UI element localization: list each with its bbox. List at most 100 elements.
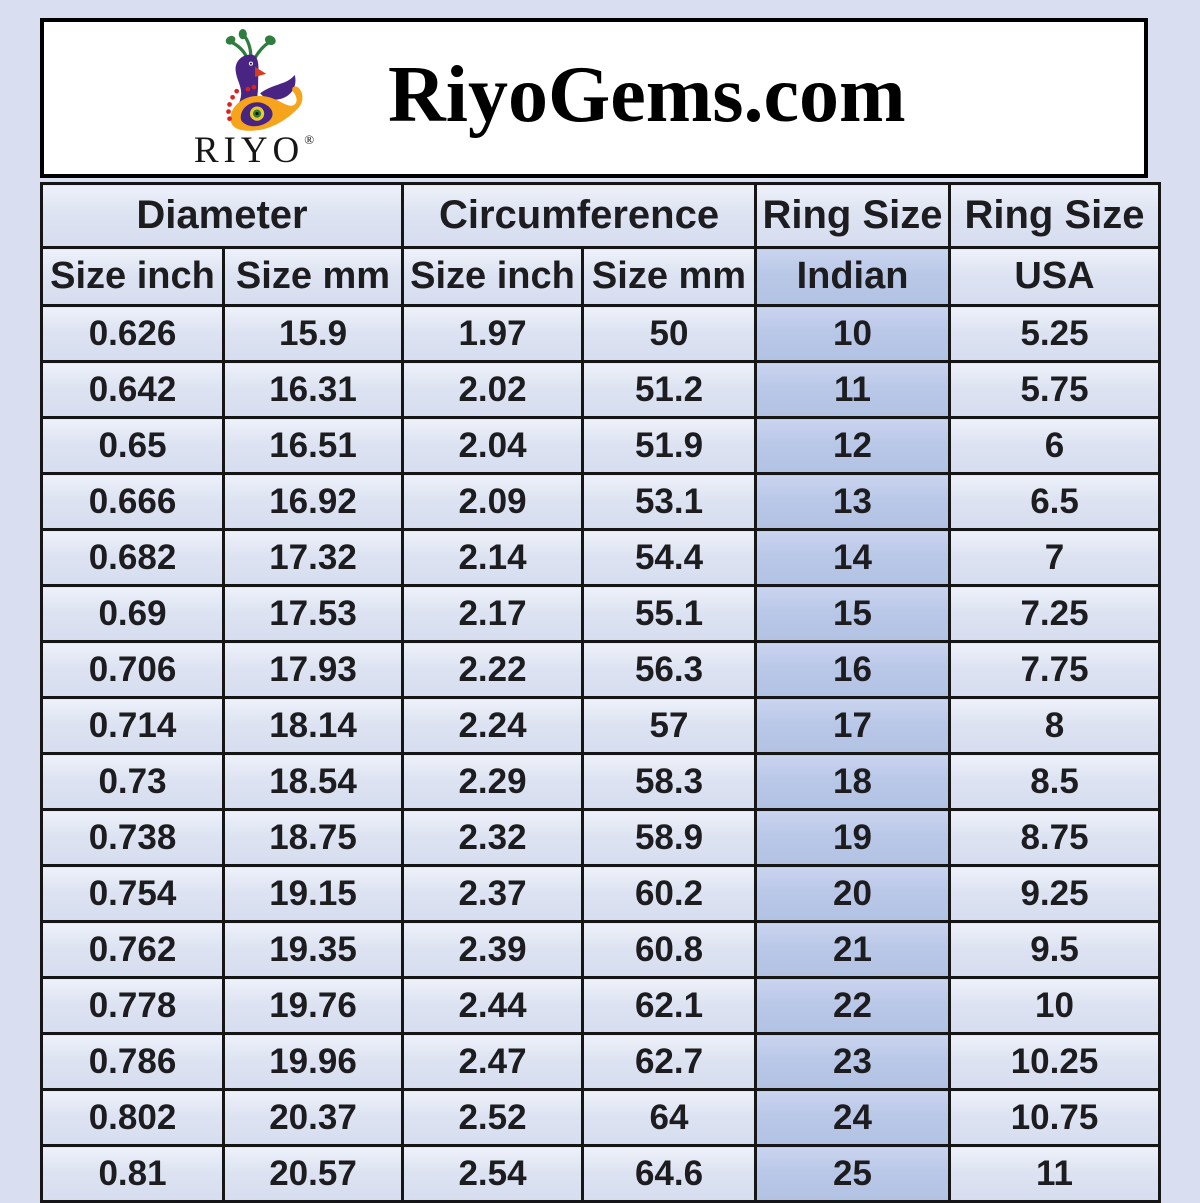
group-header-cell: Diameter — [39, 182, 405, 249]
data-cell: 2.52 — [401, 1088, 585, 1147]
data-cell: 6 — [948, 416, 1162, 475]
data-cell: 53.1 — [581, 472, 758, 531]
table-row: 0.714 18.14 2.24 57 17 8 — [40, 696, 1162, 755]
data-cell: 2.17 — [401, 584, 585, 643]
data-cell: 0.786 — [40, 1032, 225, 1091]
table-row: 0.65 16.51 2.04 51.9 12 6 — [40, 416, 1162, 475]
table-row: 0.762 19.35 2.39 60.8 21 9.5 — [40, 920, 1162, 979]
data-cell: 58.3 — [581, 752, 758, 811]
table-row: 0.682 17.32 2.14 54.4 14 7 — [40, 528, 1162, 587]
data-cell: 0.802 — [40, 1088, 225, 1147]
logo-brand-text: RIYO — [193, 129, 305, 171]
site-title: RiyoGems.com — [388, 50, 906, 139]
data-cell: 60.2 — [581, 864, 758, 923]
data-cell: 10 — [754, 304, 952, 363]
data-cell: 11 — [754, 360, 952, 419]
data-cell: 10.25 — [948, 1032, 1162, 1091]
data-cell: 0.626 — [40, 304, 225, 363]
data-cell: 62.1 — [581, 976, 758, 1035]
data-cell: 16 — [754, 640, 952, 699]
data-cell: 5.25 — [948, 304, 1162, 363]
header-banner: RIYO ® RiyoGems.com — [40, 18, 1148, 178]
data-cell: 0.682 — [40, 528, 225, 587]
data-cell: 15.9 — [221, 304, 405, 363]
table-row: 0.706 17.93 2.22 56.3 16 7.75 — [40, 640, 1162, 699]
data-cell: 17 — [754, 696, 952, 755]
data-cell: 14 — [754, 528, 952, 587]
table-row: 0.786 19.96 2.47 62.7 23 10.25 — [40, 1032, 1162, 1091]
group-header-cell: Ring Size — [948, 182, 1162, 249]
sub-header-cell: Size mm — [581, 246, 758, 307]
data-cell: 17.53 — [221, 584, 405, 643]
data-cell: 19.15 — [221, 864, 405, 923]
table-row: 0.626 15.9 1.97 50 10 5.25 — [40, 304, 1162, 363]
data-cell: 0.65 — [40, 416, 225, 475]
data-cell: 12 — [754, 416, 952, 475]
riyo-logo: RIYO ® — [154, 28, 354, 169]
data-cell: 7.25 — [948, 584, 1162, 643]
data-cell: 7.75 — [948, 640, 1162, 699]
data-cell: 24 — [754, 1088, 952, 1147]
data-cell: 18.54 — [221, 752, 405, 811]
data-cell: 2.24 — [401, 696, 585, 755]
sub-header-cell: Indian — [754, 246, 952, 307]
data-cell: 17.93 — [221, 640, 405, 699]
data-cell: 0.69 — [40, 584, 225, 643]
data-cell: 8.5 — [948, 752, 1162, 811]
data-cell: 7 — [948, 528, 1162, 587]
data-cell: 19 — [754, 808, 952, 867]
table-row: 0.754 19.15 2.37 60.2 20 9.25 — [40, 864, 1162, 923]
ring-size-table: Diameter Circumference Ring Size Ring Size S… — [39, 182, 1162, 1203]
data-cell: 64 — [581, 1088, 758, 1147]
sub-header-cell: Size inch — [40, 246, 225, 307]
data-cell: 2.32 — [401, 808, 585, 867]
data-cell: 0.754 — [40, 864, 225, 923]
peacock-icon — [225, 28, 303, 131]
data-cell: 60.8 — [581, 920, 758, 979]
data-cell: 20.37 — [221, 1088, 405, 1147]
data-cell: 2.02 — [401, 360, 585, 419]
data-cell: 18.75 — [221, 808, 405, 867]
data-cell: 21 — [754, 920, 952, 979]
table-header: Diameter Circumference Ring Size Ring Size S… — [39, 182, 1162, 307]
data-cell: 0.73 — [40, 752, 225, 811]
sub-header-cell: Size mm — [221, 246, 405, 307]
data-cell: 19.35 — [221, 920, 405, 979]
data-cell: 13 — [754, 472, 952, 531]
table-row: 0.802 20.37 2.52 64 24 10.75 — [40, 1088, 1162, 1147]
table-row: 0.73 18.54 2.29 58.3 18 8.5 — [40, 752, 1162, 811]
table-row: 0.666 16.92 2.09 53.1 13 6.5 — [40, 472, 1162, 531]
data-cell: 19.96 — [221, 1032, 405, 1091]
data-cell: 2.14 — [401, 528, 585, 587]
data-cell: 0.666 — [40, 472, 225, 531]
data-cell: 0.81 — [40, 1144, 225, 1203]
data-cell: 16.31 — [221, 360, 405, 419]
data-cell: 0.714 — [40, 696, 225, 755]
group-header-cell: Ring Size — [754, 182, 952, 249]
table-body: 0.626 15.9 1.97 50 10 5.25 0.642 16.31 2.02 51.2 1… — [40, 304, 1162, 1203]
data-cell: 0.642 — [40, 360, 225, 419]
data-cell: 51.9 — [581, 416, 758, 475]
data-cell: 2.44 — [401, 976, 585, 1035]
data-cell: 23 — [754, 1032, 952, 1091]
data-cell: 22 — [754, 976, 952, 1035]
table-row: 0.69 17.53 2.17 55.1 15 7.25 — [40, 584, 1162, 643]
data-cell: 8 — [948, 696, 1162, 755]
data-cell: 0.762 — [40, 920, 225, 979]
sub-header-cell: USA — [948, 246, 1162, 307]
registered-trademark-symbol: ® — [304, 131, 315, 147]
table-row: 0.642 16.31 2.02 51.2 11 5.75 — [40, 360, 1162, 419]
sub-header-cell: Size inch — [401, 246, 585, 307]
sub-header-row: Size inch Size mm Size inch Size mm Indian US… — [40, 246, 1162, 307]
data-cell: 16.92 — [221, 472, 405, 531]
data-cell: 2.09 — [401, 472, 585, 531]
data-cell: 64.6 — [581, 1144, 758, 1203]
data-cell: 0.738 — [40, 808, 225, 867]
data-cell: 1.97 — [401, 304, 585, 363]
table-row: 0.81 20.57 2.54 64.6 25 11 — [40, 1144, 1162, 1203]
data-cell: 9.25 — [948, 864, 1162, 923]
data-cell: 2.04 — [401, 416, 585, 475]
data-cell: 2.54 — [401, 1144, 585, 1203]
data-cell: 54.4 — [581, 528, 758, 587]
data-cell: 62.7 — [581, 1032, 758, 1091]
